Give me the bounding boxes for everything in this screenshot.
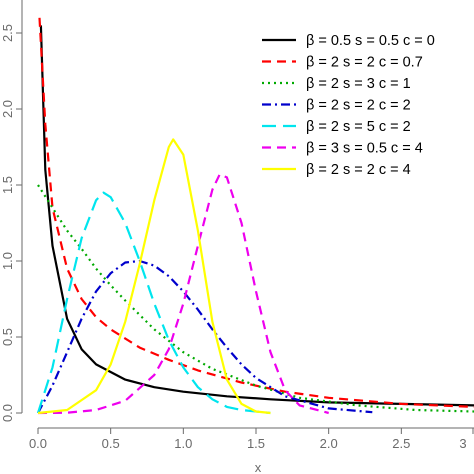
series-line-4 [37,259,373,414]
series-line-7 [37,138,271,415]
series-line-2 [38,17,474,408]
legend-label-3: β = 2 s = 3 c = 1 [306,76,411,92]
x-tick-label: 3 [459,436,466,451]
x-tick-label: 2.5 [392,436,410,451]
legend-label-2: β = 2 s = 2 c = 0.7 [306,55,423,71]
series-group [36,17,474,415]
y-tick-label: 0.0 [0,404,15,422]
x-tick-label: 1.0 [174,436,192,451]
y-tick-label: 2.5 [0,24,15,42]
x-tick-label: 0.0 [29,436,47,451]
legend-label-5: β = 2 s = 5 c = 2 [306,119,411,135]
y-tick-label: 1.0 [0,252,15,270]
y-ticks: 0.0 0.5 1.0 1.5 2.0 2.5 [0,24,22,422]
x-tick-label: 1.5 [247,436,265,451]
x-ticks: 0.0 0.5 1.0 1.5 2.0 2.5 3 [29,428,474,451]
series-line-6 [37,173,329,415]
series-line-3 [37,184,474,413]
legend-label-6: β = 3 s = 0.5 c = 4 [306,141,423,157]
y-tick-label: 0.5 [0,328,15,346]
x-tick-label: 2.0 [320,436,338,451]
legend-label-7: β = 2 s = 2 c = 4 [306,162,411,178]
y-tick-label: 2.0 [0,100,15,118]
legend: β = 0.5 s = 0.5 c = 0 β = 2 s = 2 c = 0.7… [262,33,435,178]
series-line-1 [39,25,474,407]
x-axis-title: x [255,460,262,474]
legend-label-1: β = 0.5 s = 0.5 c = 0 [306,33,435,49]
x-tick-label: 0.5 [102,436,120,451]
y-tick-label: 1.5 [0,176,15,194]
series-line-5 [36,191,271,415]
legend-label-4: β = 2 s = 2 c = 2 [306,98,411,114]
